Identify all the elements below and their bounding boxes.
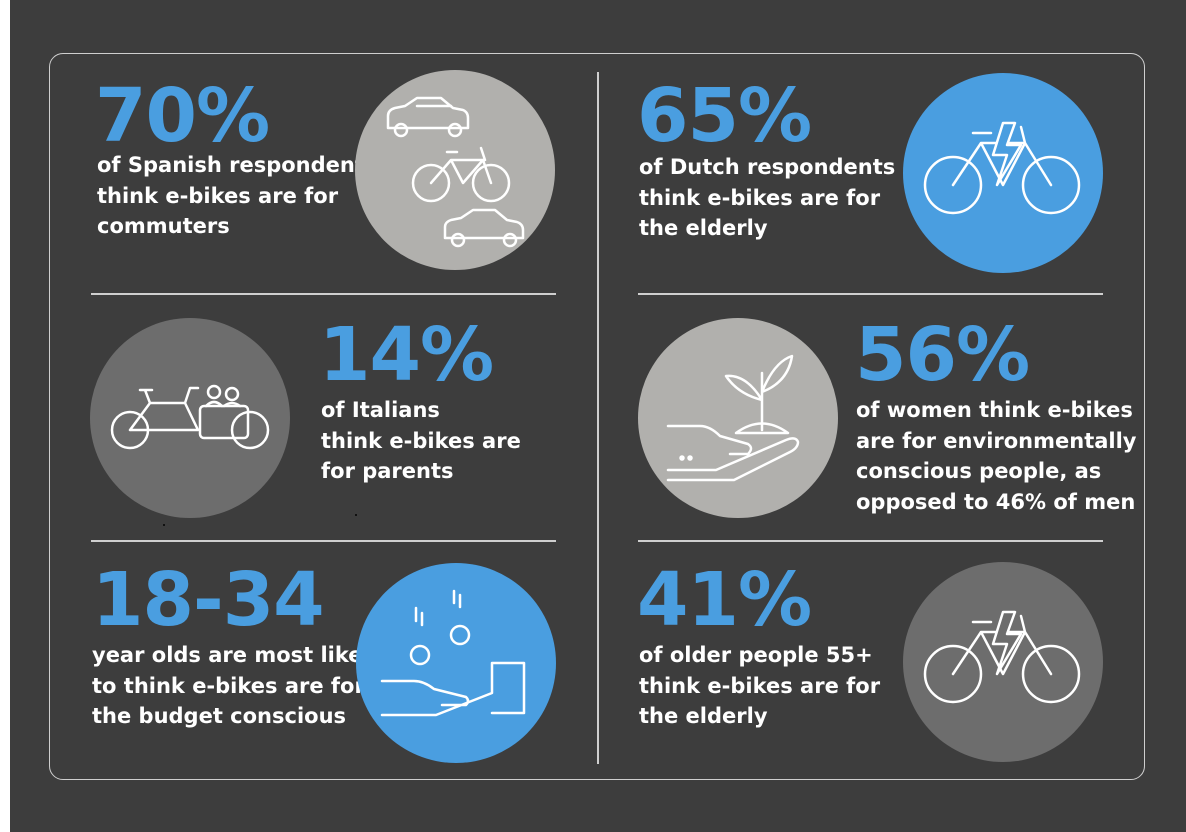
stray-mark: [163, 524, 165, 526]
stat-line: are for environmentally: [856, 428, 1137, 453]
stat-description: of women think e-bikes are for environme…: [856, 395, 1137, 517]
electric-bike-icon: [903, 562, 1103, 762]
cargo-bike-icon: [90, 318, 290, 518]
divider-left-2: [91, 540, 556, 542]
stat-line: the budget conscious: [92, 704, 347, 728]
electric-bike-icon: [903, 73, 1103, 273]
divider-right-2: [638, 540, 1103, 542]
stat-line: of Dutch respondents: [639, 155, 896, 179]
stat-line: think e-bikes are: [321, 428, 521, 453]
stat-value: 41%: [637, 557, 812, 643]
stat-line: of Spanish respondents: [97, 153, 378, 177]
stat-description: of Spanish respondents think e-bikes are…: [97, 150, 377, 242]
divider-right-1: [638, 293, 1103, 295]
stray-mark: [355, 514, 357, 516]
stat-line: of women think e-bikes: [856, 398, 1133, 422]
stat-line: think e-bikes are for: [639, 673, 881, 698]
stat-value: 18-34: [92, 557, 325, 643]
stat-value: 14%: [319, 312, 494, 398]
stat-line: to think e-bikes are for: [92, 673, 365, 698]
stat-line: of older people 55+: [639, 643, 873, 667]
stat-line: the elderly: [639, 216, 768, 240]
stat-description: of Dutch respondents think e-bikes are f…: [639, 152, 895, 244]
divider-left-1: [91, 293, 556, 295]
stat-line: of Italians: [321, 398, 440, 422]
infographic-frame: [49, 53, 1145, 780]
left-edge-strip: [0, 0, 10, 832]
stat-line: the elderly: [639, 704, 768, 728]
stat-line: conscious people, as: [856, 459, 1102, 483]
stat-line: commuters: [97, 214, 230, 238]
stat-line: opposed to 46% of men: [856, 489, 1136, 514]
car-and-bike-icon: [355, 70, 555, 270]
stat-description: of Italians think e-bikes are for parent…: [321, 395, 521, 487]
stat-value: 56%: [855, 312, 1030, 398]
stat-value: 70%: [95, 73, 270, 159]
hand-plant-icon: [638, 318, 838, 518]
stat-value: 65%: [637, 73, 812, 159]
center-divider: [597, 72, 599, 764]
stat-line: think e-bikes are for: [639, 185, 881, 210]
stat-line: year olds are most likely: [92, 643, 384, 667]
stat-description: year olds are most likely to think e-bik…: [92, 640, 383, 732]
stat-line: for parents: [321, 459, 454, 483]
stat-line: think e-bikes are for: [97, 183, 339, 208]
stat-description: of older people 55+ think e-bikes are fo…: [639, 640, 880, 732]
hand-coins-icon: [356, 563, 556, 763]
